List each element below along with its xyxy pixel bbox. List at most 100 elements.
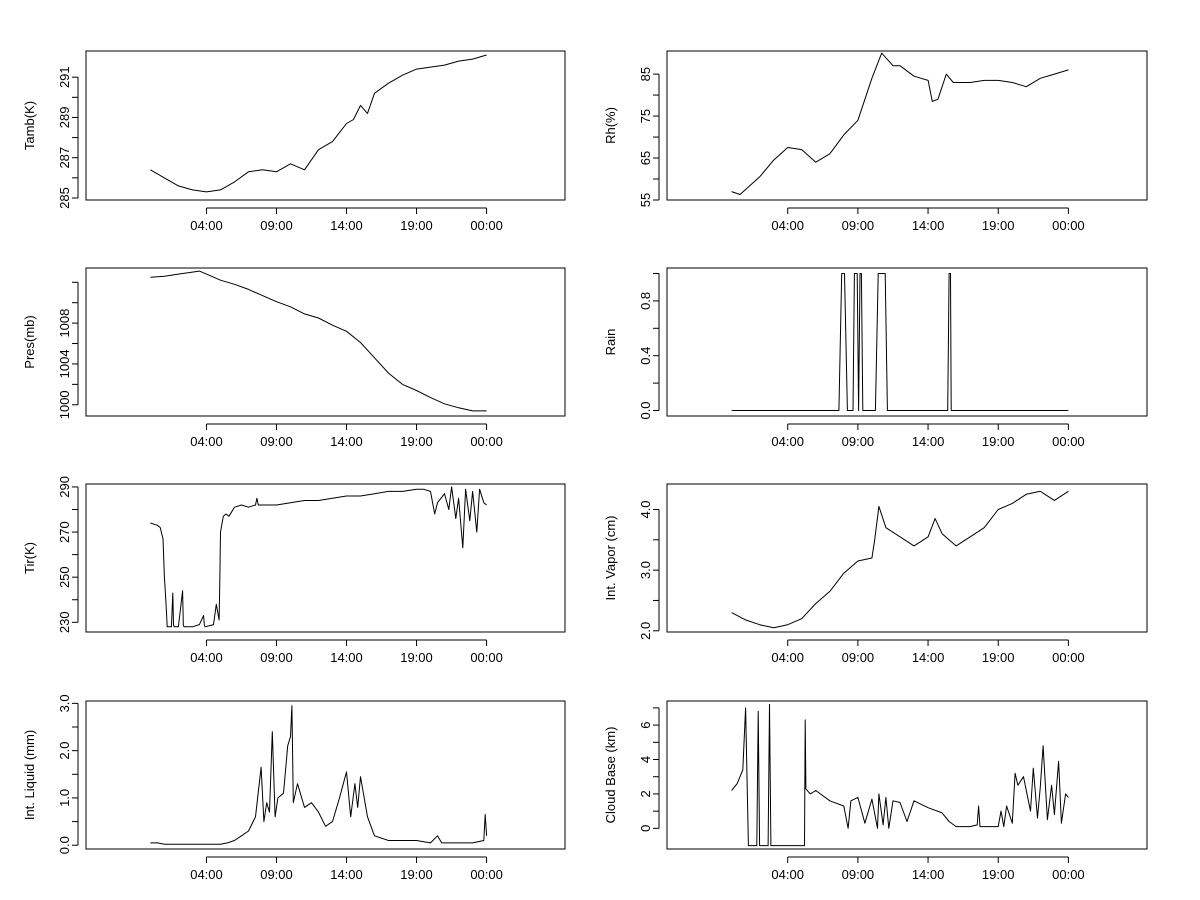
x-tick-label: 04:00 bbox=[190, 867, 223, 882]
x-tick-label: 04:00 bbox=[190, 650, 223, 665]
y-tick-label: 4 bbox=[638, 756, 653, 763]
x-tick-label: 09:00 bbox=[842, 650, 875, 665]
x-tick-label: 00:00 bbox=[470, 434, 503, 449]
y-tick-label: 250 bbox=[57, 566, 72, 588]
x-tick-label: 19:00 bbox=[400, 434, 433, 449]
plot-frame bbox=[85, 50, 566, 201]
y-tick-label: 1008 bbox=[57, 309, 72, 338]
x-tick-label: 14:00 bbox=[330, 867, 363, 882]
x-tick-label: 19:00 bbox=[400, 867, 433, 882]
y-axis-title: Pres(mb) bbox=[22, 315, 37, 368]
y-tick-label: 0.8 bbox=[638, 292, 653, 310]
panel-5: 2.0 3.0 4.0 04:00 09:00 14:00 19:00 00:00 Int. V… bbox=[603, 483, 1148, 665]
y-tick-label: 0.0 bbox=[638, 401, 653, 419]
y-tick-label: 285 bbox=[57, 187, 72, 209]
x-tick-label: 00:00 bbox=[1052, 650, 1085, 665]
x-tick-label: 00:00 bbox=[470, 218, 503, 233]
x-tick-label: 19:00 bbox=[400, 218, 433, 233]
y-tick-label: 2.0 bbox=[638, 622, 653, 640]
y-tick-label: 0 bbox=[638, 825, 653, 832]
y-tick-label: 65 bbox=[638, 151, 653, 165]
x-tick-label: 09:00 bbox=[260, 650, 293, 665]
plot-frame bbox=[85, 483, 566, 633]
y-axis-title: Cloud Base (km) bbox=[603, 727, 618, 824]
y-tick-label: 230 bbox=[57, 611, 72, 633]
x-tick-label: 00:00 bbox=[1052, 434, 1085, 449]
series-line bbox=[150, 705, 488, 845]
x-tick-label: 14:00 bbox=[330, 650, 363, 665]
series-line bbox=[150, 54, 487, 193]
plot-frame bbox=[666, 267, 1148, 417]
y-tick-label: 6 bbox=[638, 721, 653, 728]
y-tick-label: 75 bbox=[638, 109, 653, 123]
x-tick-label: 14:00 bbox=[912, 650, 945, 665]
series-line bbox=[731, 273, 1069, 411]
x-tick-label: 14:00 bbox=[912, 218, 945, 233]
x-tick-label: 09:00 bbox=[260, 218, 293, 233]
plot-frame bbox=[666, 50, 1148, 201]
x-tick-label: 04:00 bbox=[190, 218, 223, 233]
x-tick-label: 14:00 bbox=[912, 867, 945, 882]
x-tick-label: 04:00 bbox=[771, 218, 804, 233]
y-tick-label: 3.0 bbox=[638, 561, 653, 579]
x-tick-label: 14:00 bbox=[330, 434, 363, 449]
y-tick-label: 270 bbox=[57, 521, 72, 543]
x-tick-label: 09:00 bbox=[842, 867, 875, 882]
y-tick-label: 1000 bbox=[57, 390, 72, 419]
x-tick-label: 14:00 bbox=[330, 218, 363, 233]
x-tick-label: 09:00 bbox=[260, 434, 293, 449]
series-line bbox=[731, 490, 1069, 629]
y-tick-label: 290 bbox=[57, 476, 72, 498]
y-tick-label: 55 bbox=[638, 193, 653, 207]
y-axis-title: Tir(K) bbox=[22, 542, 37, 574]
x-tick-label: 19:00 bbox=[982, 650, 1015, 665]
series-line bbox=[731, 52, 1069, 195]
y-tick-label: 2 bbox=[638, 790, 653, 797]
y-axis-title: Rain bbox=[603, 329, 618, 356]
x-tick-label: 04:00 bbox=[771, 867, 804, 882]
y-tick-label: 0.0 bbox=[57, 836, 72, 854]
y-axis-title: Rh(%) bbox=[603, 107, 618, 144]
series-line bbox=[150, 486, 487, 628]
x-tick-label: 14:00 bbox=[912, 434, 945, 449]
y-tick-label: 85 bbox=[638, 67, 653, 81]
series-line bbox=[150, 270, 487, 412]
y-axis-title: Int. Vapor (cm) bbox=[603, 515, 618, 600]
panel-3: 0.0 0.4 0.8 04:00 09:00 14:00 19:00 00:00 Rain bbox=[603, 267, 1148, 449]
panel-6: 0.0 1.0 2.0 3.0 04:00 09:00 14:00 19:00 00:00 Int… bbox=[22, 694, 566, 882]
x-tick-label: 00:00 bbox=[1052, 218, 1085, 233]
y-axis-title: Tamb(K) bbox=[22, 101, 37, 150]
x-tick-label: 00:00 bbox=[470, 867, 503, 882]
x-tick-label: 19:00 bbox=[982, 867, 1015, 882]
x-tick-label: 04:00 bbox=[190, 434, 223, 449]
x-tick-label: 09:00 bbox=[260, 867, 293, 882]
x-tick-label: 04:00 bbox=[771, 650, 804, 665]
y-tick-label: 4.0 bbox=[638, 500, 653, 518]
x-tick-label: 04:00 bbox=[771, 434, 804, 449]
panel-2: 1000 1004 1008 04:00 09:00 14:00 19:00 00:00 Pre… bbox=[22, 267, 566, 449]
panel-1: 55 65 75 85 04:00 09:00 14:00 19:00 00:00 Rh(%) bbox=[603, 50, 1148, 233]
y-tick-label: 287 bbox=[57, 147, 72, 169]
plot-frame bbox=[666, 700, 1148, 850]
panel-0: 285 287 289 291 04:00 09:00 14:00 19:00 00:00 Tam… bbox=[22, 50, 566, 233]
plot-frame bbox=[666, 483, 1148, 633]
y-tick-label: 291 bbox=[57, 66, 72, 88]
x-tick-label: 09:00 bbox=[842, 434, 875, 449]
x-tick-label: 09:00 bbox=[842, 218, 875, 233]
y-tick-label: 1.0 bbox=[57, 789, 72, 807]
y-tick-label: 1004 bbox=[57, 349, 72, 378]
y-tick-label: 0.4 bbox=[638, 347, 653, 365]
panel-7: 0 2 4 6 04:00 09:00 14:00 19:00 00:00 Cloud Base … bbox=[603, 700, 1148, 882]
plot-frame bbox=[85, 700, 566, 850]
panel-4: 230 250 270 290 04:00 09:00 14:00 19:00 00:00 Tir… bbox=[22, 476, 566, 665]
series-line bbox=[731, 703, 1069, 847]
x-tick-label: 19:00 bbox=[982, 218, 1015, 233]
y-tick-label: 3.0 bbox=[57, 694, 72, 712]
y-tick-label: 2.0 bbox=[57, 742, 72, 760]
y-tick-label: 289 bbox=[57, 107, 72, 129]
y-axis-title: Int. Liquid (mm) bbox=[22, 730, 37, 820]
x-tick-label: 19:00 bbox=[400, 650, 433, 665]
x-tick-label: 00:00 bbox=[470, 650, 503, 665]
x-tick-label: 00:00 bbox=[1052, 867, 1085, 882]
